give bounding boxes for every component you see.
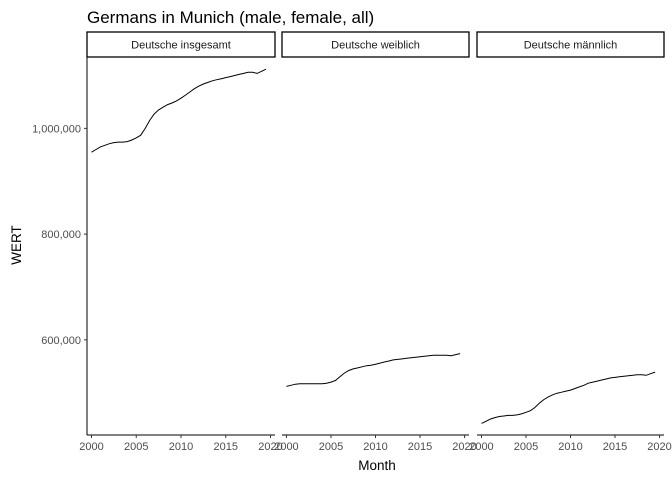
facet-strip <box>86 31 276 58</box>
x-tick-label: 2010 <box>363 441 387 453</box>
facet-panel: Deutsche weiblich 2000 2005 2010 2015 2020 <box>274 31 477 453</box>
x-tick-label: 2005 <box>124 441 148 453</box>
x-tick-label: 2020 <box>452 441 476 453</box>
series-line <box>481 371 656 424</box>
x-tick-label: 2000 <box>79 441 103 453</box>
facet-strip <box>281 31 470 58</box>
y-axis: 600,000 800,000 1,000,000 <box>32 57 88 435</box>
facet-strip-label: Deutsche insgesamt <box>131 40 231 52</box>
facet-strip-label: Deutsche weiblich <box>331 40 420 52</box>
x-axis-title: Month <box>358 458 396 473</box>
y-axis-title: WERT <box>9 225 24 265</box>
x-tick-label: 2000 <box>274 441 298 453</box>
y-tick-label: 1,000,000 <box>32 123 81 135</box>
series-line <box>91 68 267 153</box>
facet-strip <box>476 31 665 58</box>
series-line <box>286 353 461 387</box>
facet-strip-label: Deutsche männlich <box>524 40 618 52</box>
x-tick-label: 2000 <box>469 441 493 453</box>
y-tick-label: 800,000 <box>41 229 81 241</box>
x-tick-label: 2010 <box>169 441 193 453</box>
x-tick-label: 2010 <box>558 441 582 453</box>
x-tick-label: 2005 <box>319 441 343 453</box>
x-tick-label: 2015 <box>408 441 432 453</box>
x-tick-label: 2015 <box>214 441 238 453</box>
x-tick-label: 2020 <box>258 441 282 453</box>
facet-panel: Deutsche männlich 2000 2005 2010 2015 2020 <box>469 31 672 453</box>
x-tick-label: 2015 <box>603 441 627 453</box>
facet-panel: Deutsche insgesamt 2000 2005 2010 2015 2020 <box>79 31 283 453</box>
chart-title: Germans in Munich (male, female, all) <box>87 8 374 27</box>
x-tick-label: 2020 <box>647 441 671 453</box>
y-tick-label: 600,000 <box>41 335 81 347</box>
x-tick-label: 2005 <box>514 441 538 453</box>
